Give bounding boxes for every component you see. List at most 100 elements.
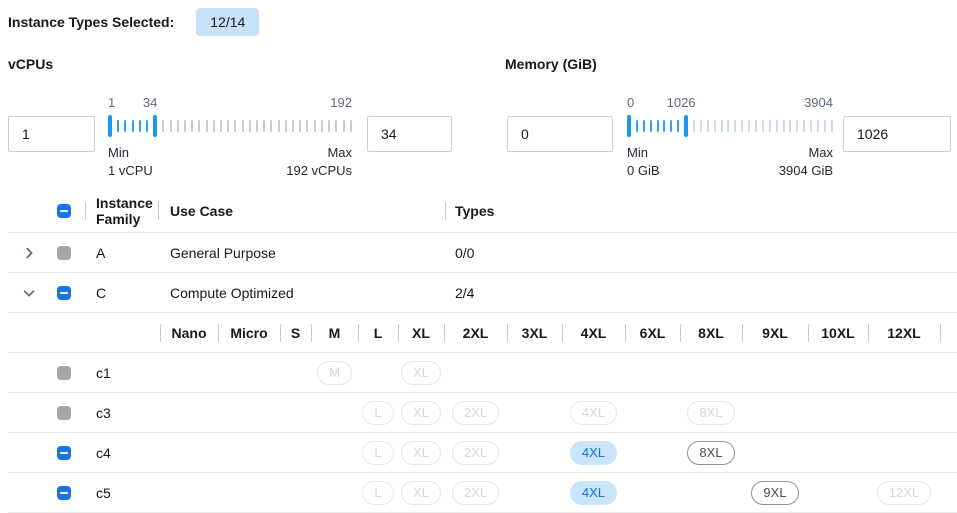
size-pill-c3-8xl: 8XL (687, 400, 735, 425)
header-divider (85, 202, 86, 220)
size-column-m (311, 393, 358, 432)
memory-max-input[interactable] (843, 116, 951, 152)
size-pill-c3-xl: XL (401, 400, 441, 425)
size-column-9xl (742, 433, 808, 472)
slider-tick (277, 120, 280, 132)
size-column-2xl (444, 353, 507, 392)
size-column-10xl: 10XL (808, 313, 868, 352)
slider-tick (234, 120, 237, 132)
size-column-8xl: 8XL (680, 393, 742, 432)
vcpus-slider-scale: 1 34 192 (108, 95, 352, 111)
vcpus-max-input[interactable] (367, 116, 452, 152)
size-column-s (280, 353, 311, 392)
column-header-use-case: Use Case (170, 203, 234, 219)
instance-type-row-c1: c1 M XL (8, 353, 957, 393)
instance-type-name: c1 (96, 364, 111, 381)
instance-type-row-c3: c3 L XL 2XL 4XL 8XL (8, 393, 957, 433)
slider-tick (169, 120, 172, 132)
vcpus-range-slider[interactable]: 1 34 192 Min 1 vCPU Max 192 vCPUs (108, 95, 352, 180)
size-column-10xl (808, 353, 868, 392)
slider-tick (810, 120, 813, 132)
slider-tick (734, 120, 737, 132)
family-checkbox-a (57, 245, 71, 260)
column-header-types: Types (455, 203, 495, 219)
column-header-instance-family: Instance Family (96, 195, 153, 227)
vcpus-slider-track[interactable] (108, 114, 352, 138)
size-pill-c5-9xl[interactable]: 9XL (751, 480, 799, 505)
family-row-a: A General Purpose 0/0 (8, 233, 957, 273)
slider-tick (803, 120, 806, 132)
family-checkbox-c[interactable] (57, 285, 71, 300)
expand-chevron-icon[interactable] (22, 246, 36, 260)
size-pill-c5-l: L (362, 480, 394, 505)
size-pill-c3-4xl: 4XL (569, 400, 618, 425)
selection-count-badge: 12/14 (196, 8, 260, 36)
size-column-micro (218, 433, 280, 472)
memory-min-caption-word: Min (627, 145, 648, 160)
type-checkbox-c5[interactable] (57, 485, 71, 500)
memory-max-caption-value: 3904 GiB (778, 163, 833, 178)
size-column-3xl (507, 473, 562, 512)
size-pill-c4-l: L (362, 440, 394, 465)
slider-tick (656, 120, 659, 132)
size-column-4xl (562, 353, 625, 392)
size-column-nano (160, 433, 218, 472)
slider-tick (642, 120, 645, 132)
size-columns: L XL 2XL 4XL 8XL (160, 433, 940, 472)
vcpus-max-caption: Max 192 vCPUs (286, 144, 352, 180)
slider-tick (727, 120, 730, 132)
size-column-8xl (680, 353, 742, 392)
slider-handle[interactable] (627, 115, 631, 137)
slider-handle[interactable] (153, 115, 158, 137)
size-column-nano (160, 473, 218, 512)
vcpus-scale-selected-label: 34 (142, 95, 158, 110)
memory-scale-min-label: 0 (627, 95, 635, 110)
size-header-end-divider (940, 323, 941, 342)
use-case-value: Compute Optimized (170, 284, 294, 301)
size-column-m: M (311, 313, 358, 352)
slider-tick (138, 120, 141, 132)
slider-tick (699, 120, 702, 132)
memory-range-slider[interactable]: 0 1026 3904 Min 0 GiB Max 3904 GiB (627, 95, 833, 180)
vcpus-scale-min-label: 1 (108, 95, 116, 110)
size-column-nano (160, 393, 218, 432)
size-columns: L XL 2XL 4XL 8XL (160, 393, 940, 432)
select-all-checkbox[interactable] (57, 204, 71, 218)
memory-slider-track[interactable] (627, 114, 833, 138)
size-column-9xl: 9XL (742, 473, 808, 512)
slider-tick (220, 120, 223, 132)
size-column-nano (160, 353, 218, 392)
slider-tick (649, 120, 652, 132)
vcpus-min-input[interactable] (8, 116, 95, 152)
family-row-c: C Compute Optimized 2/4 (8, 273, 957, 313)
size-column-3xl: 3XL (507, 313, 562, 352)
slider-tick (284, 120, 287, 132)
size-pill-c4-8xl[interactable]: 8XL (687, 440, 735, 465)
size-pill-c4-4xl[interactable]: 4XL (569, 440, 618, 465)
size-column-4xl: 4XL (562, 473, 625, 512)
size-column-2xl: 2XL (444, 473, 507, 512)
slider-handle[interactable] (108, 115, 112, 137)
types-count: 0/0 (455, 244, 475, 261)
size-columns: L XL 2XL 4XL 9XL 12XL (160, 473, 940, 512)
size-column-micro (218, 393, 280, 432)
instance-type-name: c4 (96, 444, 111, 461)
size-column-6xl (625, 393, 680, 432)
slider-tick (706, 120, 709, 132)
vcpus-max-caption-value: 192 vCPUs (286, 163, 352, 178)
size-pill-c4-xl: XL (401, 440, 441, 465)
collapse-chevron-icon[interactable] (22, 286, 36, 300)
size-column-xl: XL (398, 353, 444, 392)
size-column-12xl (868, 353, 940, 392)
slider-tick (124, 120, 127, 132)
size-column-4xl: 4XL (562, 313, 625, 352)
slider-handle[interactable] (684, 115, 689, 137)
size-pill-c5-4xl[interactable]: 4XL (569, 480, 618, 505)
type-checkbox-c4[interactable] (57, 445, 71, 460)
slider-tick (248, 120, 251, 132)
memory-slider-captions: Min 0 GiB Max 3904 GiB (627, 144, 833, 180)
instance-type-row-c5: c5 L XL 2XL 4XL 9XL 12XL (8, 473, 957, 513)
family-name: A (96, 244, 106, 261)
memory-min-input[interactable] (507, 116, 613, 152)
size-column-m (311, 473, 358, 512)
